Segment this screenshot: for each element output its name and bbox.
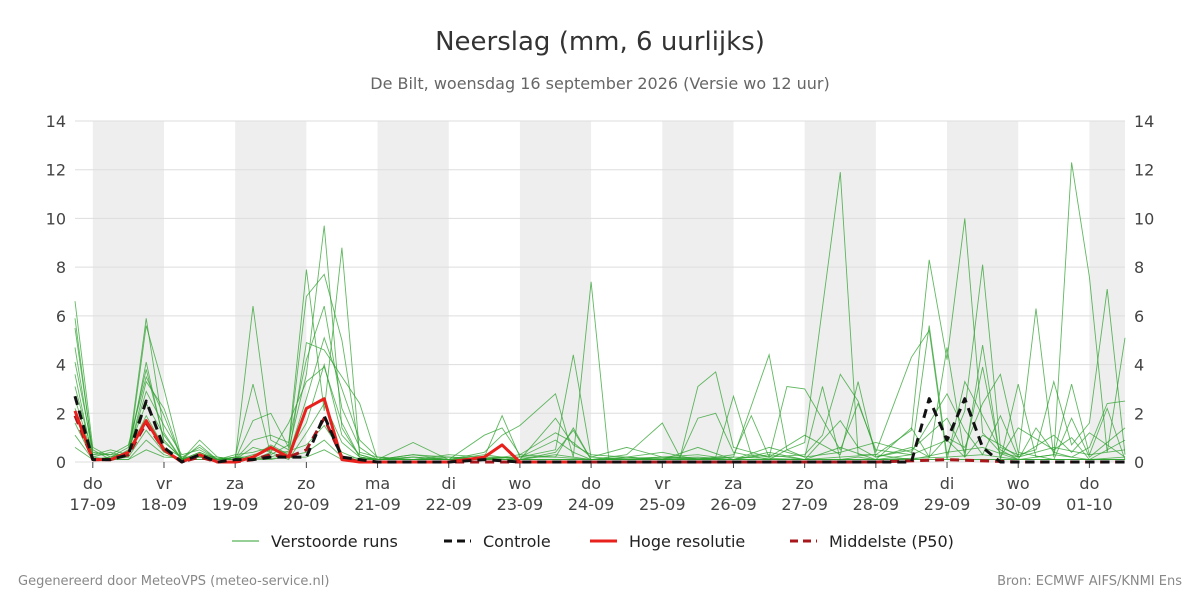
y-tick-left-10: 10 xyxy=(46,209,66,228)
series-hoge-resolutie xyxy=(73,397,592,464)
y-tick-right-6: 6 xyxy=(1134,307,1144,326)
x-tick-date-17-09: 17-09 xyxy=(70,495,117,514)
x-tick-date-26-09: 26-09 xyxy=(710,495,757,514)
day-band-0 xyxy=(92,121,164,462)
x-tick-date-19-09: 19-09 xyxy=(212,495,259,514)
day-shading xyxy=(92,121,1125,462)
x-tick-day-20-09: zo xyxy=(297,474,315,493)
x-tick-date-24-09: 24-09 xyxy=(568,495,615,514)
y-tick-left-0: 0 xyxy=(56,453,66,472)
y-tick-left-2: 2 xyxy=(56,404,66,423)
x-tick-date-29-09: 29-09 xyxy=(924,495,971,514)
x-tick-date-22-09: 22-09 xyxy=(425,495,472,514)
y-tick-right-12: 12 xyxy=(1134,161,1154,180)
x-tick-date-23-09: 23-09 xyxy=(497,495,544,514)
y-tick-left-6: 6 xyxy=(56,307,66,326)
x-tick-day-01-10: do xyxy=(1079,474,1099,493)
x-tick-day-22-09: di xyxy=(441,474,456,493)
x-tick-day-18-09: vr xyxy=(156,474,172,493)
footer-generated-by: Gegenereerd door MeteoVPS (meteo-service… xyxy=(18,574,329,589)
ensemble-member-9 xyxy=(74,402,1126,461)
y-tick-right-2: 2 xyxy=(1134,404,1144,423)
x-tick-date-28-09: 28-09 xyxy=(853,495,900,514)
x-axis-ticks: do 17-09 vr 18-09 za 19-09 zo 20-09 ma 21-09 di 22-… xyxy=(70,462,1113,514)
x-tick-date-27-09: 27-09 xyxy=(781,495,828,514)
y-tick-right-14: 14 xyxy=(1134,112,1154,131)
day-band-4 xyxy=(662,121,734,462)
legend-label-4: Middelste (P50) xyxy=(829,532,954,551)
chart-subtitle: De Bilt, woensdag 16 september 2026 (Ver… xyxy=(370,74,830,93)
y-tick-right-8: 8 xyxy=(1134,258,1144,277)
ensemble-member-12 xyxy=(74,447,1125,461)
x-tick-date-01-10: 01-10 xyxy=(1066,495,1113,514)
y-tick-right-0: 0 xyxy=(1134,453,1144,472)
x-tick-day-19-09: za xyxy=(226,474,244,493)
legend-label-2: Controle xyxy=(483,532,551,551)
x-tick-day-28-09: ma xyxy=(863,474,888,493)
x-tick-day-29-09: di xyxy=(940,474,955,493)
x-tick-day-24-09: do xyxy=(581,474,601,493)
day-band-3 xyxy=(519,121,592,462)
legend-label-3: Hoge resolutie xyxy=(629,532,745,551)
day-band-6 xyxy=(947,121,1019,462)
x-tick-day-17-09: do xyxy=(83,474,103,493)
x-tick-day-23-09: wo xyxy=(508,474,531,493)
y-tick-right-4: 4 xyxy=(1134,356,1144,375)
legend-label-1: Verstoorde runs xyxy=(271,532,398,551)
footer-source: Bron: ECMWF AIFS/KNMI Ens xyxy=(997,574,1182,589)
x-tick-date-20-09: 20-09 xyxy=(283,495,330,514)
x-tick-day-27-09: zo xyxy=(796,474,814,493)
ensemble-member-5 xyxy=(74,305,1126,461)
x-tick-day-21-09: ma xyxy=(365,474,390,493)
x-tick-day-30-09: wo xyxy=(1007,474,1030,493)
x-tick-date-21-09: 21-09 xyxy=(354,495,401,514)
series-controle xyxy=(73,395,1125,464)
x-tick-day-25-09: vr xyxy=(654,474,670,493)
y-axis-ticks: 0 0 2 2 4 4 6 6 8 8 10 10 12 12 14 14 xyxy=(46,112,1155,472)
legend: Verstoorde runs Controle Hoge resolutie Mid… xyxy=(232,532,954,551)
y-tick-left-12: 12 xyxy=(46,161,66,180)
x-tick-day-26-09: za xyxy=(724,474,742,493)
x-tick-date-18-09: 18-09 xyxy=(141,495,188,514)
y-tick-left-14: 14 xyxy=(46,112,66,131)
y-tick-right-10: 10 xyxy=(1134,209,1154,228)
main-series-lines xyxy=(73,395,1125,464)
y-tick-left-8: 8 xyxy=(56,258,66,277)
x-tick-date-30-09: 30-09 xyxy=(995,495,1042,514)
chart-title: Neerslag (mm, 6 uurlijks) xyxy=(435,27,765,57)
day-band-2 xyxy=(377,121,449,462)
ensemble-member-lines xyxy=(74,162,1126,461)
x-tick-date-25-09: 25-09 xyxy=(639,495,686,514)
day-band-1 xyxy=(235,121,307,462)
y-tick-left-4: 4 xyxy=(56,356,66,375)
